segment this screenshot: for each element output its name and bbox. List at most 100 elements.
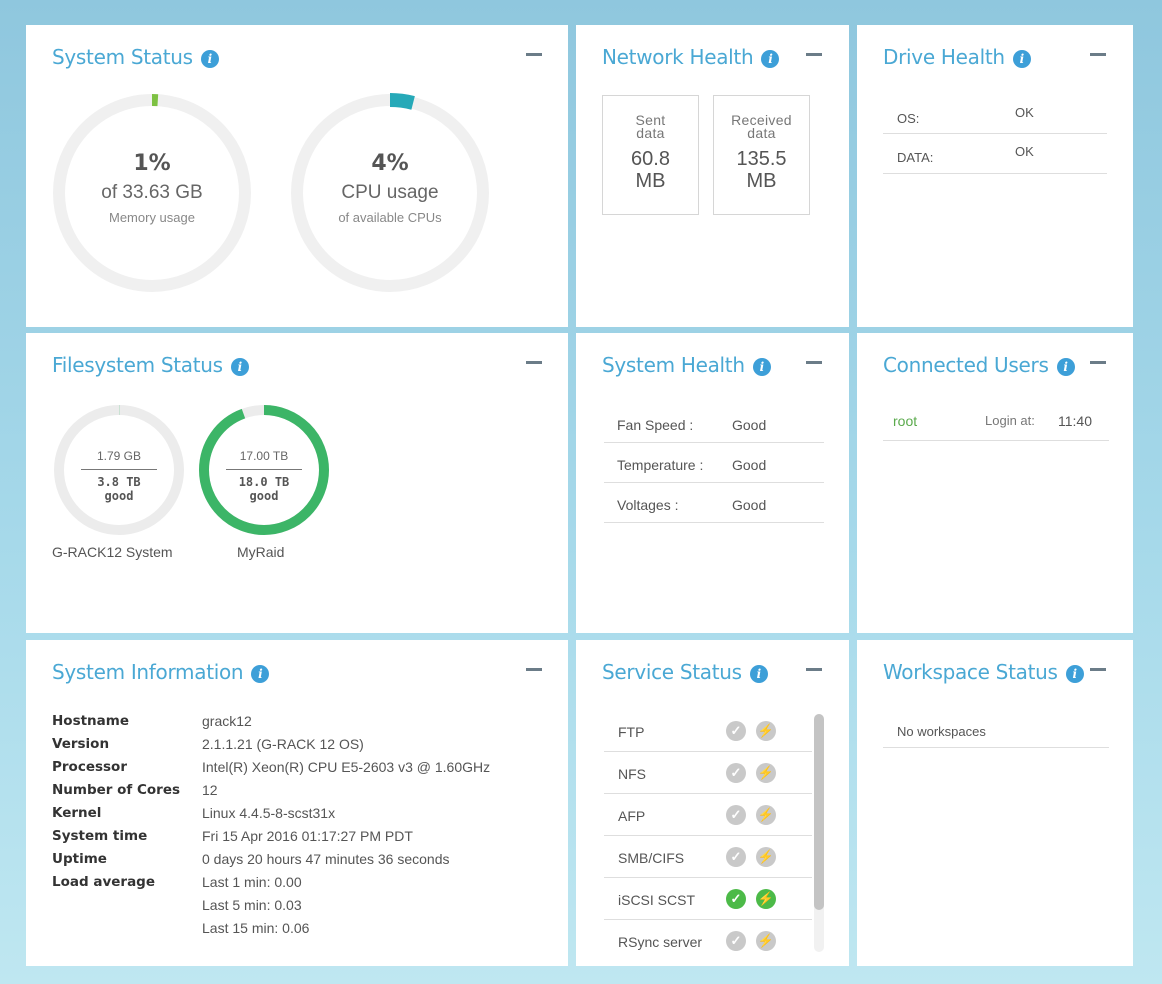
system-status-panel: System Status i 1% of 33.63 GB Memory usa…: [26, 25, 568, 327]
check-icon[interactable]: ✓: [726, 763, 746, 783]
filesystem-used: 1.79 GB: [96, 449, 142, 463]
check-icon[interactable]: ✓: [726, 847, 746, 867]
filesystem-donut-arc: [199, 405, 329, 535]
health-row-fan-speed: Fan Speed : Good: [604, 403, 824, 443]
info-icon[interactable]: i: [749, 665, 768, 683]
running-man-icon[interactable]: ⚡: [756, 847, 776, 867]
filesystem-donut-myraid: 17.00 TB 18.0 TB good: [197, 403, 331, 537]
info-label: Uptime: [52, 851, 107, 867]
cpu-donut-label: 4% CPU usage of available CPUs: [290, 151, 490, 225]
collapse-button[interactable]: [1090, 668, 1106, 671]
service-row-iscsi-scst[interactable]: iSCSI SCST ✓ ⚡: [604, 878, 812, 920]
user-row: root Login at: 11:40: [883, 403, 1109, 441]
sent-data-label: Sent data: [603, 112, 698, 141]
drive-row-data: DATA: OK: [883, 134, 1107, 174]
check-icon[interactable]: ✓: [726, 805, 746, 825]
info-value: Last 1 min: 0.00: [202, 874, 302, 890]
filesystem-donut-grack12: 1.79 GB 3.8 TB good: [52, 403, 186, 537]
filesystem-status-panel: Filesystem Status i 1.79 GB 3.8 TB good G…: [26, 333, 568, 633]
collapse-button[interactable]: [806, 361, 822, 364]
collapse-button[interactable]: [526, 361, 542, 364]
service-row-ftp[interactable]: FTP ✓ ⚡: [604, 710, 812, 752]
info-icon[interactable]: i: [200, 50, 219, 68]
sent-label-line2: data: [636, 125, 665, 141]
service-row-smb-cifs[interactable]: SMB/CIFS ✓ ⚡: [604, 836, 812, 878]
info-icon[interactable]: i: [251, 665, 270, 683]
cpu-usage-text: CPU usage: [341, 182, 439, 203]
info-icon[interactable]: i: [1056, 358, 1075, 376]
connected-users-panel: Connected Users i root Login at: 11:40: [857, 333, 1133, 633]
collapse-button[interactable]: [526, 53, 542, 56]
collapse-button[interactable]: [1090, 53, 1106, 56]
info-label: System time: [52, 828, 148, 844]
info-value: grack12: [202, 713, 252, 729]
drive-status: OK: [1015, 144, 1034, 159]
scrollbar-thumb[interactable]: [814, 714, 824, 910]
info-label: Load average: [52, 874, 156, 890]
collapse-button[interactable]: [806, 53, 822, 56]
filesystem-name: G-RACK12 System: [52, 544, 173, 560]
info-value: Linux 4.4.5-8-scst31x: [202, 805, 336, 821]
collapse-button[interactable]: [526, 668, 542, 671]
received-data-value: 135.5 MB: [714, 148, 809, 192]
received-data-box: Received data 135.5 MB: [713, 95, 810, 215]
info-icon[interactable]: i: [761, 50, 780, 68]
panel-title-text: System Information: [52, 660, 244, 684]
info-icon[interactable]: i: [1065, 665, 1084, 683]
user-name: root: [893, 413, 918, 429]
running-man-icon[interactable]: ⚡: [756, 889, 776, 909]
service-row-rsync-server[interactable]: RSync server ✓ ⚡: [604, 920, 812, 962]
memory-caption: Memory usage: [109, 210, 195, 225]
filesystem-total: 3.8 TB: [97, 475, 141, 489]
system-information-title: System Information i: [52, 660, 270, 684]
collapse-button[interactable]: [806, 668, 822, 671]
filesystem-status-title: Filesystem Status i: [52, 353, 249, 377]
panel-title-text: Drive Health: [883, 45, 1005, 69]
cpu-caption: of available CPUs: [338, 210, 442, 225]
info-value: 2.1.1.21 (G-RACK 12 OS): [202, 736, 364, 752]
check-icon[interactable]: ✓: [726, 889, 746, 909]
sent-data-box: Sent data 60.8 MB: [602, 95, 699, 215]
filesystem-divider: [226, 469, 302, 470]
check-icon[interactable]: ✓: [726, 721, 746, 741]
filesystem-total: 18.0 TB: [238, 475, 290, 489]
received-value-number: 135.5: [736, 148, 787, 170]
health-row-voltages: Voltages : Good: [604, 483, 824, 523]
info-label: Processor: [52, 759, 127, 775]
system-info-table: Hostname grack12 Version 2.1.1.21 (G-RACK …: [52, 710, 552, 950]
health-value: Good: [732, 497, 767, 513]
network-health-panel: Network Health i Sent data 60.8 MB Received…: [576, 25, 849, 327]
running-man-icon[interactable]: ⚡: [756, 805, 776, 825]
running-man-icon[interactable]: ⚡: [756, 763, 776, 783]
health-value: Good: [732, 417, 767, 433]
panel-title-text: System Status: [52, 45, 193, 69]
service-row-nfs[interactable]: NFS ✓ ⚡: [604, 752, 812, 794]
service-list-scrollbar[interactable]: [814, 714, 824, 952]
cpu-donut-arc: [290, 93, 490, 293]
service-row-afp[interactable]: AFP ✓ ⚡: [604, 794, 812, 836]
check-icon[interactable]: ✓: [726, 931, 746, 951]
sent-data-value: 60.8 MB: [603, 148, 698, 192]
info-icon[interactable]: i: [230, 358, 249, 376]
filesystem-divider: [81, 469, 157, 470]
filesystem-donut-label: 17.00 TB 18.0 TB good: [197, 449, 331, 503]
drive-health-panel: Drive Health i OS: OK DATA: OK: [857, 25, 1133, 327]
filesystem-donut-arc: [54, 405, 184, 535]
workspace-empty-row: No workspaces: [883, 710, 1109, 748]
running-man-icon[interactable]: ⚡: [756, 931, 776, 951]
running-man-icon[interactable]: ⚡: [756, 721, 776, 741]
cpu-donut-svg: [290, 93, 490, 293]
panel-title-text: Service Status: [602, 660, 742, 684]
received-label-line1: Received: [731, 112, 792, 128]
health-value: Good: [732, 457, 767, 473]
info-value: 0 days 20 hours 47 minutes 36 seconds: [202, 851, 450, 867]
info-icon[interactable]: i: [1012, 50, 1031, 68]
sent-label-line1: Sent: [635, 112, 666, 128]
collapse-button[interactable]: [1090, 361, 1106, 364]
connected-users-title: Connected Users i: [883, 353, 1075, 377]
system-health-title: System Health i: [602, 353, 771, 377]
received-data-label: Received data: [714, 112, 809, 140]
filesystem-used: 17.00 TB: [239, 449, 289, 463]
info-icon[interactable]: i: [752, 358, 771, 376]
system-health-panel: System Health i Fan Speed : Good Temperat…: [576, 333, 849, 633]
